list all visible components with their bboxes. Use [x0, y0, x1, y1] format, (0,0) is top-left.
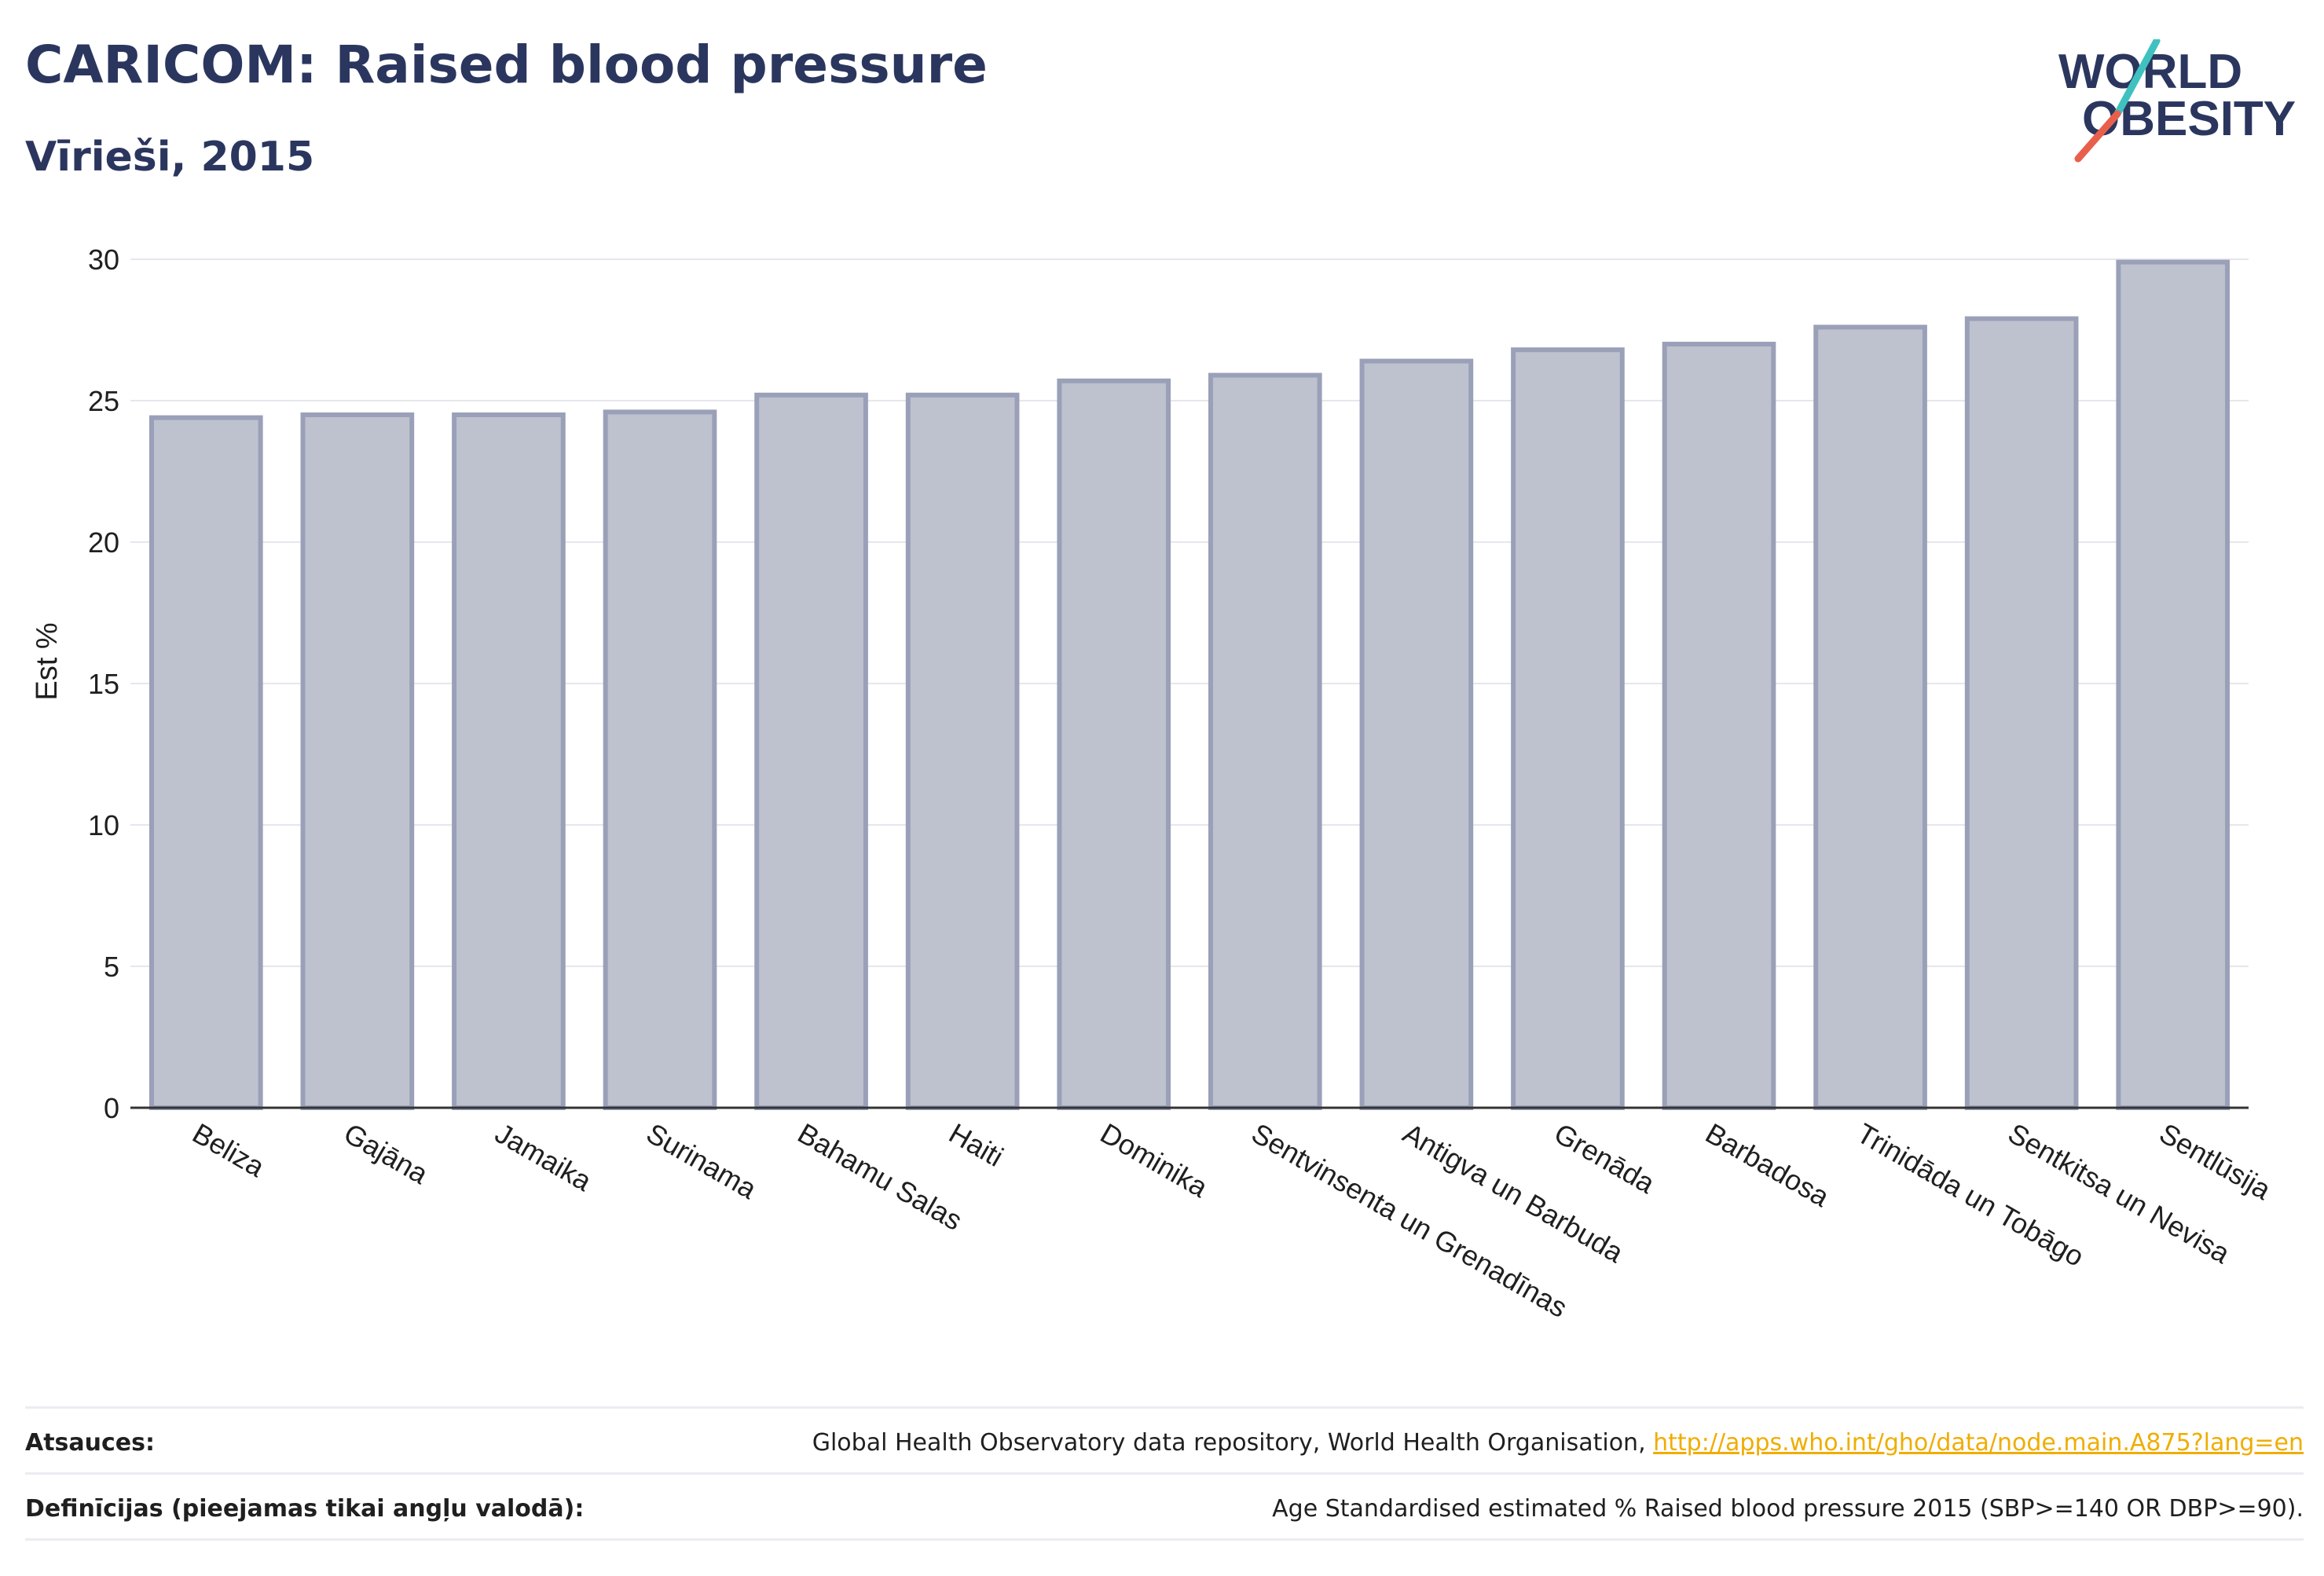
- y-tick-label: 30: [88, 244, 119, 276]
- y-tick-label: 25: [88, 385, 119, 417]
- logo-slash-teal: [2113, 39, 2161, 118]
- bar: [452, 412, 566, 1110]
- bar: [1813, 324, 1927, 1110]
- footer-sources-row: Atsauces: Global Health Observatory data…: [25, 1411, 2304, 1474]
- bar: [300, 412, 415, 1110]
- bar: [754, 392, 868, 1110]
- logo-line-2: OBESITY: [2082, 92, 2296, 146]
- bar: [603, 409, 717, 1110]
- sources-link[interactable]: http://apps.who.int/gho/data/node.main.A…: [1653, 1428, 2304, 1457]
- x-tick-label: Haiti: [944, 1116, 1009, 1173]
- grid-lines: [130, 258, 2249, 967]
- y-tick-label: 5: [104, 951, 119, 983]
- bar: [1208, 372, 1322, 1111]
- x-tick-label: Gajāna: [339, 1116, 434, 1190]
- logo-slash-red: [2074, 110, 2121, 163]
- definitions-label: Definīcijas (pieejamas tikai angļu valod…: [25, 1494, 585, 1523]
- y-tick-label: 10: [88, 809, 119, 841]
- y-tick-label: 0: [104, 1092, 119, 1124]
- footer-divider-top: [25, 1406, 2304, 1409]
- bar: [1057, 378, 1171, 1110]
- bar-chart: 0 5 10 15 20 25 30 Beliza Gajāna Jamaika Surinama…: [31, 244, 2277, 1324]
- y-axis-label: Est %: [31, 622, 64, 700]
- bar: [905, 392, 1020, 1110]
- bar: [1359, 358, 1474, 1111]
- sources-text: Global Health Observatory data repositor…: [812, 1428, 1654, 1457]
- x-axis-ticks: Beliza Gajāna Jamaika Surinama Bahamu SalasH…: [187, 1116, 2277, 1324]
- bars: [148, 259, 2231, 1111]
- x-tick-label: Sentlūsija: [2154, 1116, 2278, 1206]
- x-tick-label: Bahamu Salas: [793, 1116, 968, 1237]
- footer-divider-bottom: [25, 1538, 2304, 1541]
- chart-title: CARICOM: Raised blood pressure: [25, 35, 988, 95]
- x-tick-label: Beliza: [187, 1116, 270, 1183]
- x-tick-label: Surinama: [641, 1116, 763, 1205]
- x-tick-label: Barbadosa: [1700, 1116, 1835, 1213]
- sources-label: Atsauces:: [25, 1428, 155, 1457]
- chart-subtitle: Vīrieši, 2015: [25, 134, 315, 181]
- x-tick-label: Jamaika: [489, 1116, 597, 1197]
- footer-definitions-row: Definīcijas (pieejamas tikai angļu valod…: [25, 1477, 2304, 1540]
- y-tick-label: 20: [88, 526, 119, 559]
- y-axis-ticks: 0 5 10 15 20 25 30: [88, 244, 119, 1124]
- world-obesity-logo: WORLD OBESITY: [2058, 39, 2296, 163]
- bar: [148, 415, 263, 1110]
- y-tick-label: 15: [88, 668, 119, 700]
- footer-divider-middle: [25, 1472, 2304, 1475]
- bar: [1964, 316, 2079, 1111]
- sources-value: Global Health Observatory data repositor…: [812, 1429, 2304, 1457]
- x-tick-label: Grenāda: [1549, 1116, 1661, 1200]
- bar: [1662, 342, 1776, 1110]
- bar: [1511, 347, 1625, 1110]
- definitions-value: Age Standardised estimated % Raised bloo…: [1272, 1494, 2304, 1523]
- x-tick-label: Dominika: [1095, 1116, 1214, 1204]
- bar: [2116, 259, 2231, 1111]
